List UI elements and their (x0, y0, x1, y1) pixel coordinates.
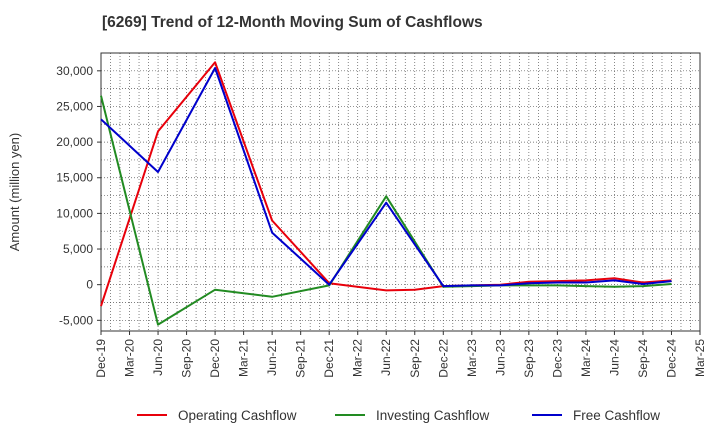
x-tick-label: Jun-23 (493, 339, 507, 376)
x-tick-label: Mar-21 (237, 339, 251, 377)
x-tick-label: Dec-20 (208, 339, 222, 378)
series-lines (100, 61, 672, 326)
y-tick-label: -5,000 (59, 313, 93, 327)
x-tick-label: Sep-21 (294, 339, 308, 378)
x-tick-label: Jun-20 (151, 339, 165, 376)
x-tick-label: Dec-21 (322, 339, 336, 378)
y-tick-label: 0 (86, 278, 93, 292)
x-tick-label: Dec-23 (550, 339, 564, 378)
x-tick-label: Sep-20 (180, 339, 194, 378)
x-tick-label: Dec-24 (664, 339, 678, 378)
x-tick-label: Mar-22 (351, 339, 365, 377)
y-tick-label: 5,000 (63, 242, 93, 256)
axes: -5,000 0 5,000 10,000 15,000 20,000 25,000 30,0… (7, 52, 707, 378)
y-tick-label: 20,000 (56, 135, 93, 149)
x-tick-label: Dec-22 (436, 339, 450, 378)
legend-label: Operating Cashflow (178, 408, 297, 423)
x-tick-label: Mar-23 (465, 339, 479, 377)
x-tick-label: Sep-23 (522, 339, 536, 378)
y-tick-label: 10,000 (56, 206, 93, 220)
x-tick-label: Jun-22 (379, 339, 393, 376)
y-tick-label: 30,000 (56, 64, 93, 78)
x-tick-label: Mar-24 (579, 339, 593, 377)
y-tick-label: 25,000 (56, 99, 93, 113)
y-tick-label: 15,000 (56, 171, 93, 185)
x-tick-label: Jun-21 (265, 339, 279, 376)
x-tick-label: Dec-19 (94, 339, 108, 378)
legend-label: Free Cashflow (573, 408, 660, 423)
x-tick-label: Mar-25 (693, 339, 707, 377)
legend-label: Investing Cashflow (376, 408, 490, 423)
x-tick-label: Jun-24 (607, 339, 621, 376)
x-tick-label: Sep-24 (636, 339, 650, 378)
legend: Operating Cashflow Investing Cashflow Free… (137, 408, 660, 423)
x-tick-label: Mar-20 (123, 339, 137, 377)
x-tick-label: Sep-22 (408, 339, 422, 378)
plot-frame (100, 52, 701, 332)
chart-title: [6269] Trend of 12-Month Moving Sum of C… (102, 14, 483, 31)
series-line-free-cashflow (100, 67, 672, 288)
y-axis-label: Amount (million yen) (7, 133, 22, 252)
